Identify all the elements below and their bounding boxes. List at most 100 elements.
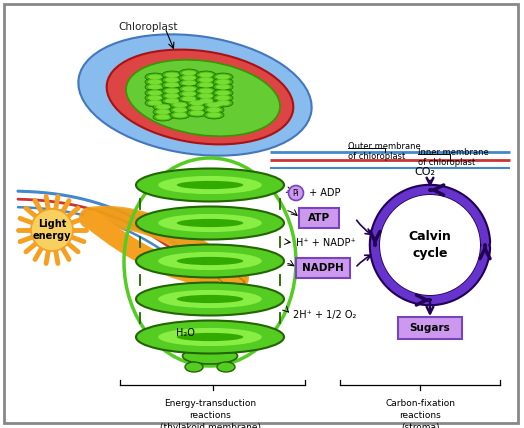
Ellipse shape [187, 99, 207, 107]
Ellipse shape [170, 106, 190, 114]
Ellipse shape [216, 80, 230, 84]
Text: H₂O: H₂O [176, 328, 194, 338]
Ellipse shape [162, 92, 182, 100]
Ellipse shape [217, 362, 235, 372]
Text: Light
energy: Light energy [32, 219, 71, 241]
Ellipse shape [170, 111, 190, 119]
Ellipse shape [179, 74, 199, 82]
FancyBboxPatch shape [398, 317, 462, 339]
Ellipse shape [207, 107, 221, 113]
Ellipse shape [204, 111, 224, 119]
Ellipse shape [196, 87, 216, 95]
Ellipse shape [156, 115, 170, 119]
Ellipse shape [145, 73, 165, 81]
Text: NADPH: NADPH [302, 263, 344, 273]
Ellipse shape [148, 84, 162, 89]
Ellipse shape [190, 101, 204, 105]
Ellipse shape [179, 85, 199, 93]
Ellipse shape [145, 99, 165, 107]
Ellipse shape [136, 321, 284, 354]
Ellipse shape [213, 83, 233, 91]
Ellipse shape [162, 87, 182, 95]
Text: ATP: ATP [308, 213, 330, 223]
Text: Calvin
cycle: Calvin cycle [409, 230, 452, 260]
Ellipse shape [190, 105, 204, 110]
Ellipse shape [148, 80, 162, 84]
Text: CO₂: CO₂ [414, 167, 435, 177]
Ellipse shape [156, 110, 170, 115]
Ellipse shape [213, 94, 233, 102]
Ellipse shape [145, 94, 165, 102]
Text: Pi: Pi [292, 188, 299, 197]
Ellipse shape [199, 77, 213, 83]
Ellipse shape [179, 79, 199, 87]
Text: Energy-transduction
reactions
(thylakoid membrane): Energy-transduction reactions (thylakoid… [159, 399, 260, 428]
Ellipse shape [179, 95, 199, 103]
Text: Inner membrane
of chloroplast: Inner membrane of chloroplast [418, 148, 489, 167]
Ellipse shape [182, 92, 196, 96]
Ellipse shape [158, 290, 262, 308]
Ellipse shape [177, 181, 243, 189]
FancyBboxPatch shape [299, 208, 339, 228]
Ellipse shape [165, 98, 179, 104]
Ellipse shape [158, 252, 262, 270]
Ellipse shape [199, 93, 213, 98]
Ellipse shape [216, 95, 230, 101]
Ellipse shape [165, 72, 179, 77]
Ellipse shape [136, 282, 284, 315]
Ellipse shape [179, 90, 199, 98]
Ellipse shape [148, 74, 162, 80]
Ellipse shape [199, 72, 213, 77]
Ellipse shape [165, 77, 179, 83]
Ellipse shape [196, 81, 216, 89]
Ellipse shape [182, 75, 196, 80]
Ellipse shape [216, 84, 230, 89]
Text: H⁺ + NADP⁺: H⁺ + NADP⁺ [296, 238, 356, 248]
Polygon shape [215, 263, 245, 290]
Ellipse shape [158, 176, 262, 194]
Ellipse shape [158, 214, 262, 232]
Ellipse shape [79, 34, 312, 156]
Circle shape [31, 209, 73, 251]
Ellipse shape [216, 101, 230, 105]
Ellipse shape [199, 83, 213, 87]
Ellipse shape [153, 103, 173, 111]
Ellipse shape [173, 113, 187, 118]
Ellipse shape [126, 60, 280, 136]
Ellipse shape [145, 83, 165, 91]
Ellipse shape [177, 257, 243, 265]
Ellipse shape [199, 98, 213, 104]
Ellipse shape [170, 101, 190, 109]
Ellipse shape [148, 90, 162, 95]
Ellipse shape [153, 108, 173, 116]
Ellipse shape [196, 76, 216, 84]
Ellipse shape [145, 78, 165, 86]
Ellipse shape [204, 101, 224, 109]
Ellipse shape [158, 328, 262, 346]
Ellipse shape [199, 89, 213, 93]
Ellipse shape [182, 71, 196, 75]
Ellipse shape [216, 74, 230, 80]
Ellipse shape [153, 113, 173, 121]
Ellipse shape [213, 78, 233, 86]
Ellipse shape [196, 97, 216, 105]
Ellipse shape [213, 99, 233, 107]
Ellipse shape [182, 96, 196, 101]
Ellipse shape [148, 101, 162, 105]
Ellipse shape [162, 81, 182, 89]
Ellipse shape [162, 97, 182, 105]
Ellipse shape [177, 295, 243, 303]
Ellipse shape [177, 333, 243, 341]
Ellipse shape [185, 362, 203, 372]
Ellipse shape [182, 80, 196, 86]
Ellipse shape [213, 73, 233, 81]
Ellipse shape [187, 104, 207, 112]
Ellipse shape [145, 89, 165, 97]
Ellipse shape [162, 76, 182, 84]
Ellipse shape [190, 110, 204, 116]
Ellipse shape [165, 83, 179, 87]
Text: Sugars: Sugars [410, 323, 450, 333]
Ellipse shape [182, 86, 196, 92]
Ellipse shape [156, 104, 170, 110]
Ellipse shape [136, 206, 284, 240]
